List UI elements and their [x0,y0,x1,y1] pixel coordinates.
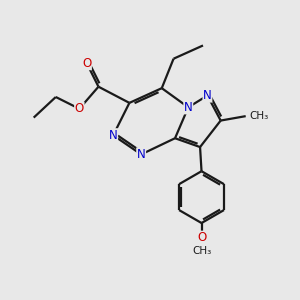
Text: CH₃: CH₃ [249,111,268,121]
Text: N: N [184,101,193,114]
Text: N: N [137,148,146,161]
Text: N: N [109,129,118,142]
Text: CH₃: CH₃ [192,246,211,256]
Text: O: O [82,57,91,70]
Text: O: O [197,231,206,244]
Text: O: O [75,102,84,115]
Text: N: N [203,89,212,102]
